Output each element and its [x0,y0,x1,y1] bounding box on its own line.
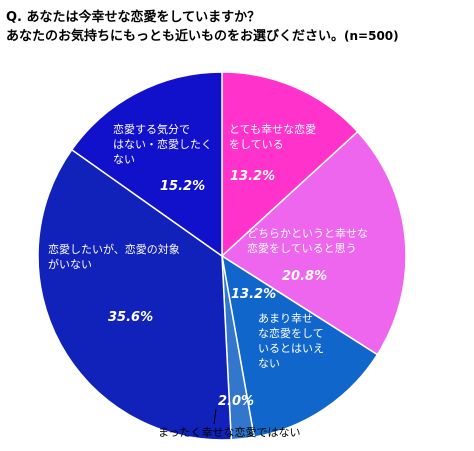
leader-line [213,408,217,425]
slice-percent-no-partner: 35.6% [108,310,153,325]
sample-size: (n=500) [344,29,399,43]
slice-percent-not-happy-at-all: 2.0% [218,394,254,409]
question-line-2: あなたのお気持ちにもっとも近いものをお選びください。(n=500) [6,27,399,46]
question-line-1: Q. あなたは今幸せな恋愛をしていますか？ [6,10,261,25]
chart-title: Q. あなたは今幸せな恋愛をしていますか？ あなたのお気持ちにもっとも近いものを… [6,8,399,46]
slice-label-not-very-happy: あまり幸せな恋愛をしているとはいえない [258,312,324,370]
slice-label-very-happy: とても幸せな恋愛をしている [229,122,316,151]
slice-percent-not-very-happy: 13.2% [231,287,276,302]
slice-percent-very-happy: 13.2% [230,169,275,184]
slice-label-not-happy-at-all: まったく幸せな恋愛ではない [158,425,301,439]
slice-label-somewhat-happy: どちらかというと幸せな恋愛をしていると思う [247,227,368,255]
pie-slice-not-in-mood [70,71,223,258]
pie-slice-no-partner [37,148,233,441]
slice-percent-not-in-mood: 15.2% [160,179,205,194]
pie-slice-not-very-happy [220,254,379,439]
slice-label-no-partner: 恋愛したいが、恋愛の対象がいない [48,242,180,271]
pie-slice-somewhat-happy [220,130,407,356]
pie-labels: とても幸せな恋愛をしている 13.2% どちらかというと幸せな恋愛をしていると思う 2… [48,122,368,439]
slice-label-not-in-mood: 恋愛する気分ではない・恋愛したくない [113,122,212,166]
pie-slice-very-happy [221,71,359,258]
question-line-2-text: あなたのお気持ちにもっとも近いものをお選びください。 [6,29,345,44]
pie-slices [37,71,407,441]
slice-percent-somewhat-happy: 20.8% [282,269,327,284]
